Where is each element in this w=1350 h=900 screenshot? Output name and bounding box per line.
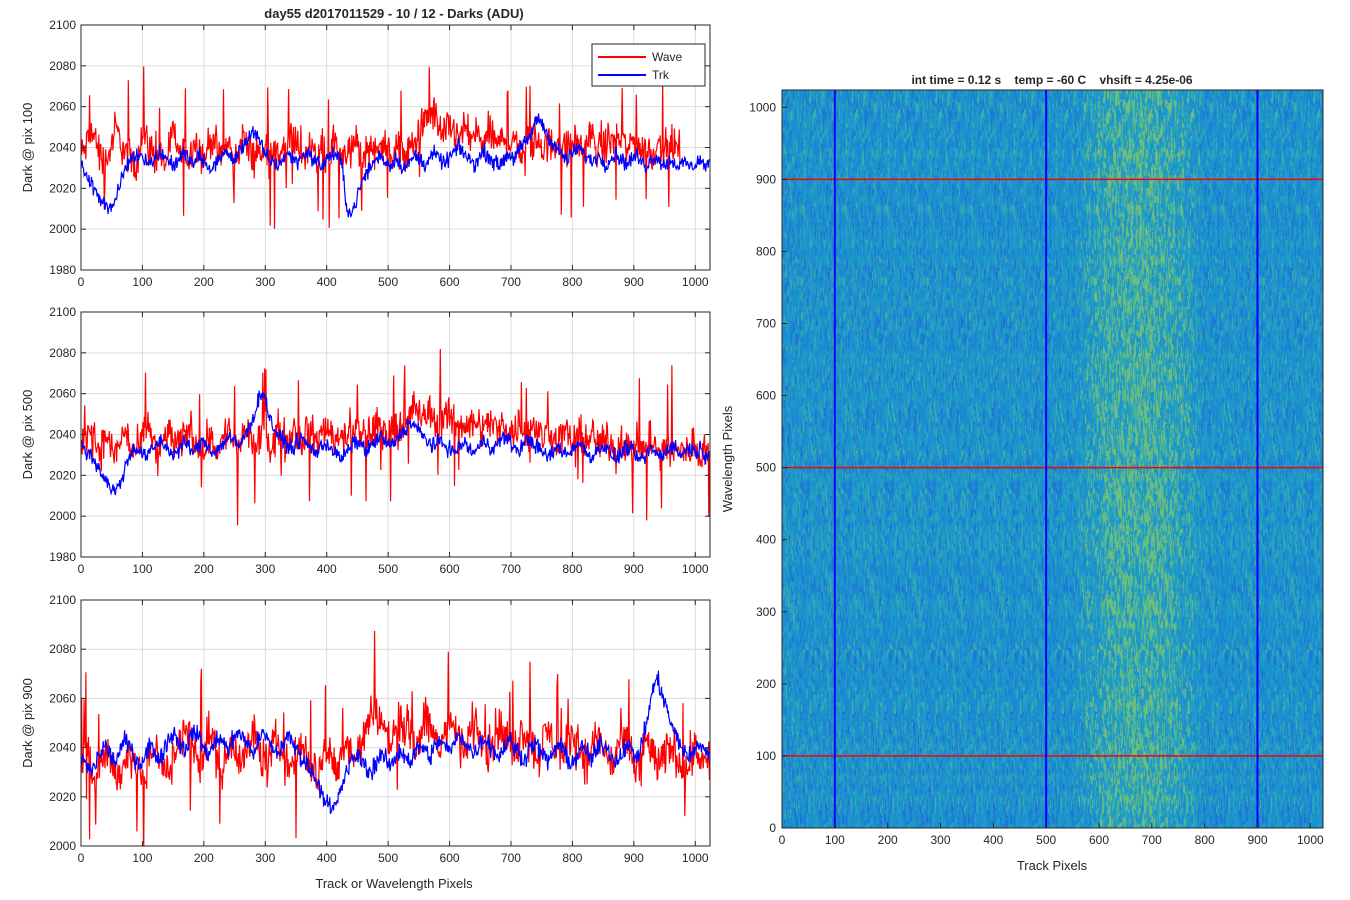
x-tick-label: 200 xyxy=(878,833,898,847)
x-tick-label: 800 xyxy=(562,275,582,289)
series-line-trk xyxy=(81,390,710,496)
y-tick-label: 600 xyxy=(756,389,776,403)
heatmap-x-axis-label: Track Pixels xyxy=(1017,858,1088,873)
y-tick-label: 200 xyxy=(756,677,776,691)
y-tick-label: 2100 xyxy=(49,18,76,32)
x-tick-label: 1000 xyxy=(682,851,709,865)
y-tick-label: 100 xyxy=(756,749,776,763)
y-tick-label: 2080 xyxy=(49,59,76,73)
series-line-trk xyxy=(81,670,710,815)
y-tick-label: 2100 xyxy=(49,593,76,607)
x-tick-label: 900 xyxy=(624,851,644,865)
x-tick-label: 1000 xyxy=(682,275,709,289)
y-tick-label: 500 xyxy=(756,461,776,475)
x-tick-label: 700 xyxy=(1142,833,1162,847)
heatmap-title: int time = 0.12 s temp = -60 C vhsift = … xyxy=(911,73,1192,87)
y-tick-label: 300 xyxy=(756,605,776,619)
figure-title: day55 d2017011529 - 10 / 12 - Darks (ADU… xyxy=(264,6,523,21)
y-tick-label: 1000 xyxy=(749,100,776,114)
legend-label-wave: Wave xyxy=(652,50,683,64)
x-tick-label: 100 xyxy=(132,562,152,576)
x-tick-label: 900 xyxy=(1247,833,1267,847)
legend-box xyxy=(591,43,706,87)
x-tick-label: 900 xyxy=(624,275,644,289)
x-tick-label: 400 xyxy=(983,833,1003,847)
x-tick-label: 600 xyxy=(440,275,460,289)
x-tick-label: 0 xyxy=(779,833,786,847)
x-tick-label: 600 xyxy=(1089,833,1109,847)
y-tick-label: 2080 xyxy=(49,642,76,656)
y-tick-label: 2100 xyxy=(49,305,76,319)
x-tick-label: 100 xyxy=(132,851,152,865)
x-tick-label: 300 xyxy=(255,562,275,576)
series-line-trk xyxy=(81,113,710,219)
x-tick-label: 600 xyxy=(440,851,460,865)
y-tick-label: 2060 xyxy=(49,387,76,401)
x-tick-label: 1000 xyxy=(682,562,709,576)
x-tick-label: 300 xyxy=(255,275,275,289)
y-tick-label: 2040 xyxy=(49,428,76,442)
plot-background xyxy=(81,600,710,846)
x-tick-label: 200 xyxy=(194,562,214,576)
y-axis-label: Dark @ pix 100 xyxy=(20,103,35,193)
legend: Wave Trk xyxy=(591,43,706,87)
y-tick-label: 2060 xyxy=(49,100,76,114)
x-tick-label: 400 xyxy=(317,851,337,865)
y-tick-label: 2020 xyxy=(49,790,76,804)
x-tick-label: 500 xyxy=(378,562,398,576)
x-tick-label: 700 xyxy=(501,275,521,289)
x-tick-label: 800 xyxy=(1195,833,1215,847)
x-tick-label: 200 xyxy=(194,275,214,289)
x-tick-label: 900 xyxy=(624,562,644,576)
y-tick-label: 2000 xyxy=(49,509,76,523)
heatmap-image xyxy=(782,90,1323,828)
heatmap-frame xyxy=(781,89,1324,829)
x-tick-label: 400 xyxy=(317,562,337,576)
x-tick-label: 600 xyxy=(440,562,460,576)
heatmap-panel: 0 100 200 300 400 500 600 700 800 900 1000 0 100 200 3… xyxy=(749,89,1324,847)
y-tick-label: 2040 xyxy=(49,141,76,155)
plot-dark-pix-900: 0 100 200 300 400 500 600 700 800 900 1000 2000 2020… xyxy=(20,593,711,865)
y-tick-label: 700 xyxy=(756,317,776,331)
y-tick-label: 400 xyxy=(756,533,776,547)
y-tick-label: 900 xyxy=(756,172,776,186)
y-tick-label: 800 xyxy=(756,244,776,258)
x-tick-label: 500 xyxy=(378,851,398,865)
x-tick-label: 300 xyxy=(930,833,950,847)
plot-dark-pix-500: 0 100 200 300 400 500 600 700 800 900 1000 1980 2000… xyxy=(20,305,711,576)
y-tick-label: 2000 xyxy=(49,222,76,236)
x-tick-label: 300 xyxy=(255,851,275,865)
y-tick-label: 2020 xyxy=(49,468,76,482)
y-tick-label: 2020 xyxy=(49,181,76,195)
x-tick-label: 0 xyxy=(78,562,85,576)
plot-frame xyxy=(80,599,711,847)
x-tick-label: 400 xyxy=(317,275,337,289)
x-tick-label: 800 xyxy=(562,562,582,576)
y-tick-label: 0 xyxy=(769,821,776,835)
x-tick-label: 500 xyxy=(1036,833,1056,847)
y-axis-label: Dark @ pix 500 xyxy=(20,390,35,480)
y-tick-label: 2040 xyxy=(49,741,76,755)
x-tick-label: 1000 xyxy=(1297,833,1324,847)
x-tick-label: 500 xyxy=(378,275,398,289)
x-tick-label: 0 xyxy=(78,851,85,865)
x-tick-label: 800 xyxy=(562,851,582,865)
y-tick-label: 1980 xyxy=(49,550,76,564)
x-tick-label: 100 xyxy=(132,275,152,289)
x-tick-label: 700 xyxy=(501,562,521,576)
x-tick-label: 0 xyxy=(78,275,85,289)
y-tick-label: 2000 xyxy=(49,839,76,853)
y-tick-label: 2060 xyxy=(49,691,76,705)
y-tick-label: 1980 xyxy=(49,263,76,277)
heatmap-y-axis-label: Wavelength Pixels xyxy=(720,405,735,512)
y-axis-label: Dark @ pix 900 xyxy=(20,678,35,768)
y-tick-label: 2080 xyxy=(49,346,76,360)
x-tick-label: 100 xyxy=(825,833,845,847)
x-axis-label-bottom: Track or Wavelength Pixels xyxy=(315,876,473,891)
x-tick-label: 200 xyxy=(194,851,214,865)
legend-label-trk: Trk xyxy=(652,68,670,82)
series-line-wave xyxy=(81,630,710,846)
x-tick-label: 700 xyxy=(501,851,521,865)
